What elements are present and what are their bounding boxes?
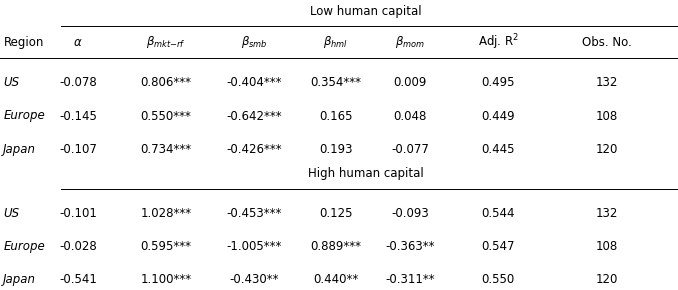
Text: 0.495: 0.495 bbox=[481, 76, 515, 89]
Text: -0.541: -0.541 bbox=[59, 273, 97, 286]
Text: Europe: Europe bbox=[3, 110, 45, 122]
Text: -1.005***: -1.005*** bbox=[226, 240, 282, 253]
Text: -0.077: -0.077 bbox=[391, 143, 429, 156]
Text: 0.165: 0.165 bbox=[319, 110, 353, 122]
Text: 108: 108 bbox=[596, 240, 618, 253]
Text: -0.404***: -0.404*** bbox=[226, 76, 282, 89]
Text: -0.426***: -0.426*** bbox=[226, 143, 282, 156]
Text: 0.889***: 0.889*** bbox=[310, 240, 361, 253]
Text: -0.028: -0.028 bbox=[59, 240, 97, 253]
Text: $\beta_{mom}$: $\beta_{mom}$ bbox=[395, 34, 425, 50]
Text: 0.547: 0.547 bbox=[481, 240, 515, 253]
Text: 0.550: 0.550 bbox=[481, 273, 515, 286]
Text: US: US bbox=[3, 207, 20, 220]
Text: Low human capital: Low human capital bbox=[311, 5, 422, 18]
Text: 132: 132 bbox=[595, 76, 618, 89]
Text: Japan: Japan bbox=[3, 143, 37, 156]
Text: -0.363**: -0.363** bbox=[385, 240, 435, 253]
Text: -0.078: -0.078 bbox=[59, 76, 97, 89]
Text: 0.550***: 0.550*** bbox=[140, 110, 192, 122]
Text: Region: Region bbox=[3, 36, 44, 48]
Text: -0.311**: -0.311** bbox=[385, 273, 435, 286]
Text: 0.734***: 0.734*** bbox=[140, 143, 192, 156]
Text: 0.440**: 0.440** bbox=[313, 273, 358, 286]
Text: 0.009: 0.009 bbox=[393, 76, 427, 89]
Text: 108: 108 bbox=[596, 110, 618, 122]
Text: 1.100***: 1.100*** bbox=[140, 273, 192, 286]
Text: 1.028***: 1.028*** bbox=[140, 207, 192, 220]
Text: 0.048: 0.048 bbox=[393, 110, 427, 122]
Text: Obs. No.: Obs. No. bbox=[582, 36, 632, 48]
Text: -0.145: -0.145 bbox=[59, 110, 97, 122]
Text: 0.354***: 0.354*** bbox=[310, 76, 361, 89]
Text: -0.101: -0.101 bbox=[59, 207, 97, 220]
Text: 0.193: 0.193 bbox=[319, 143, 353, 156]
Text: 0.445: 0.445 bbox=[481, 143, 515, 156]
Text: US: US bbox=[3, 76, 20, 89]
Text: 0.544: 0.544 bbox=[481, 207, 515, 220]
Text: 120: 120 bbox=[595, 273, 618, 286]
Text: 132: 132 bbox=[595, 207, 618, 220]
Text: $\alpha$: $\alpha$ bbox=[73, 36, 83, 48]
Text: -0.093: -0.093 bbox=[391, 207, 429, 220]
Text: -0.107: -0.107 bbox=[59, 143, 97, 156]
Text: 0.125: 0.125 bbox=[319, 207, 353, 220]
Text: -0.430**: -0.430** bbox=[229, 273, 279, 286]
Text: 0.806***: 0.806*** bbox=[140, 76, 192, 89]
Text: 120: 120 bbox=[595, 143, 618, 156]
Text: Adj. R$^{2}$: Adj. R$^{2}$ bbox=[478, 32, 519, 52]
Text: $\beta_{mkt\mathrm{-}rf}$: $\beta_{mkt\mathrm{-}rf}$ bbox=[146, 34, 186, 50]
Text: -0.453***: -0.453*** bbox=[226, 207, 282, 220]
Text: Japan: Japan bbox=[3, 273, 37, 286]
Text: $\beta_{hml}$: $\beta_{hml}$ bbox=[323, 34, 348, 50]
Text: High human capital: High human capital bbox=[308, 168, 424, 180]
Text: -0.642***: -0.642*** bbox=[226, 110, 282, 122]
Text: 0.595***: 0.595*** bbox=[140, 240, 192, 253]
Text: Europe: Europe bbox=[3, 240, 45, 253]
Text: $\beta_{smb}$: $\beta_{smb}$ bbox=[241, 34, 268, 50]
Text: 0.449: 0.449 bbox=[481, 110, 515, 122]
